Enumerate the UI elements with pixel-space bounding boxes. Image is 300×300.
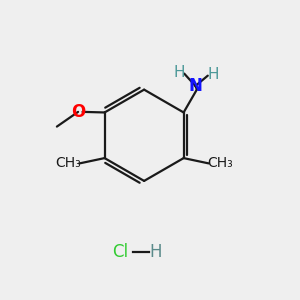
Text: N: N	[188, 77, 203, 95]
Text: H: H	[173, 64, 185, 80]
Text: CH₃: CH₃	[56, 156, 81, 170]
Text: Cl: Cl	[112, 243, 129, 261]
Text: O: O	[71, 103, 85, 121]
Text: H: H	[149, 243, 161, 261]
Text: H: H	[207, 67, 219, 82]
Text: CH₃: CH₃	[207, 156, 233, 170]
